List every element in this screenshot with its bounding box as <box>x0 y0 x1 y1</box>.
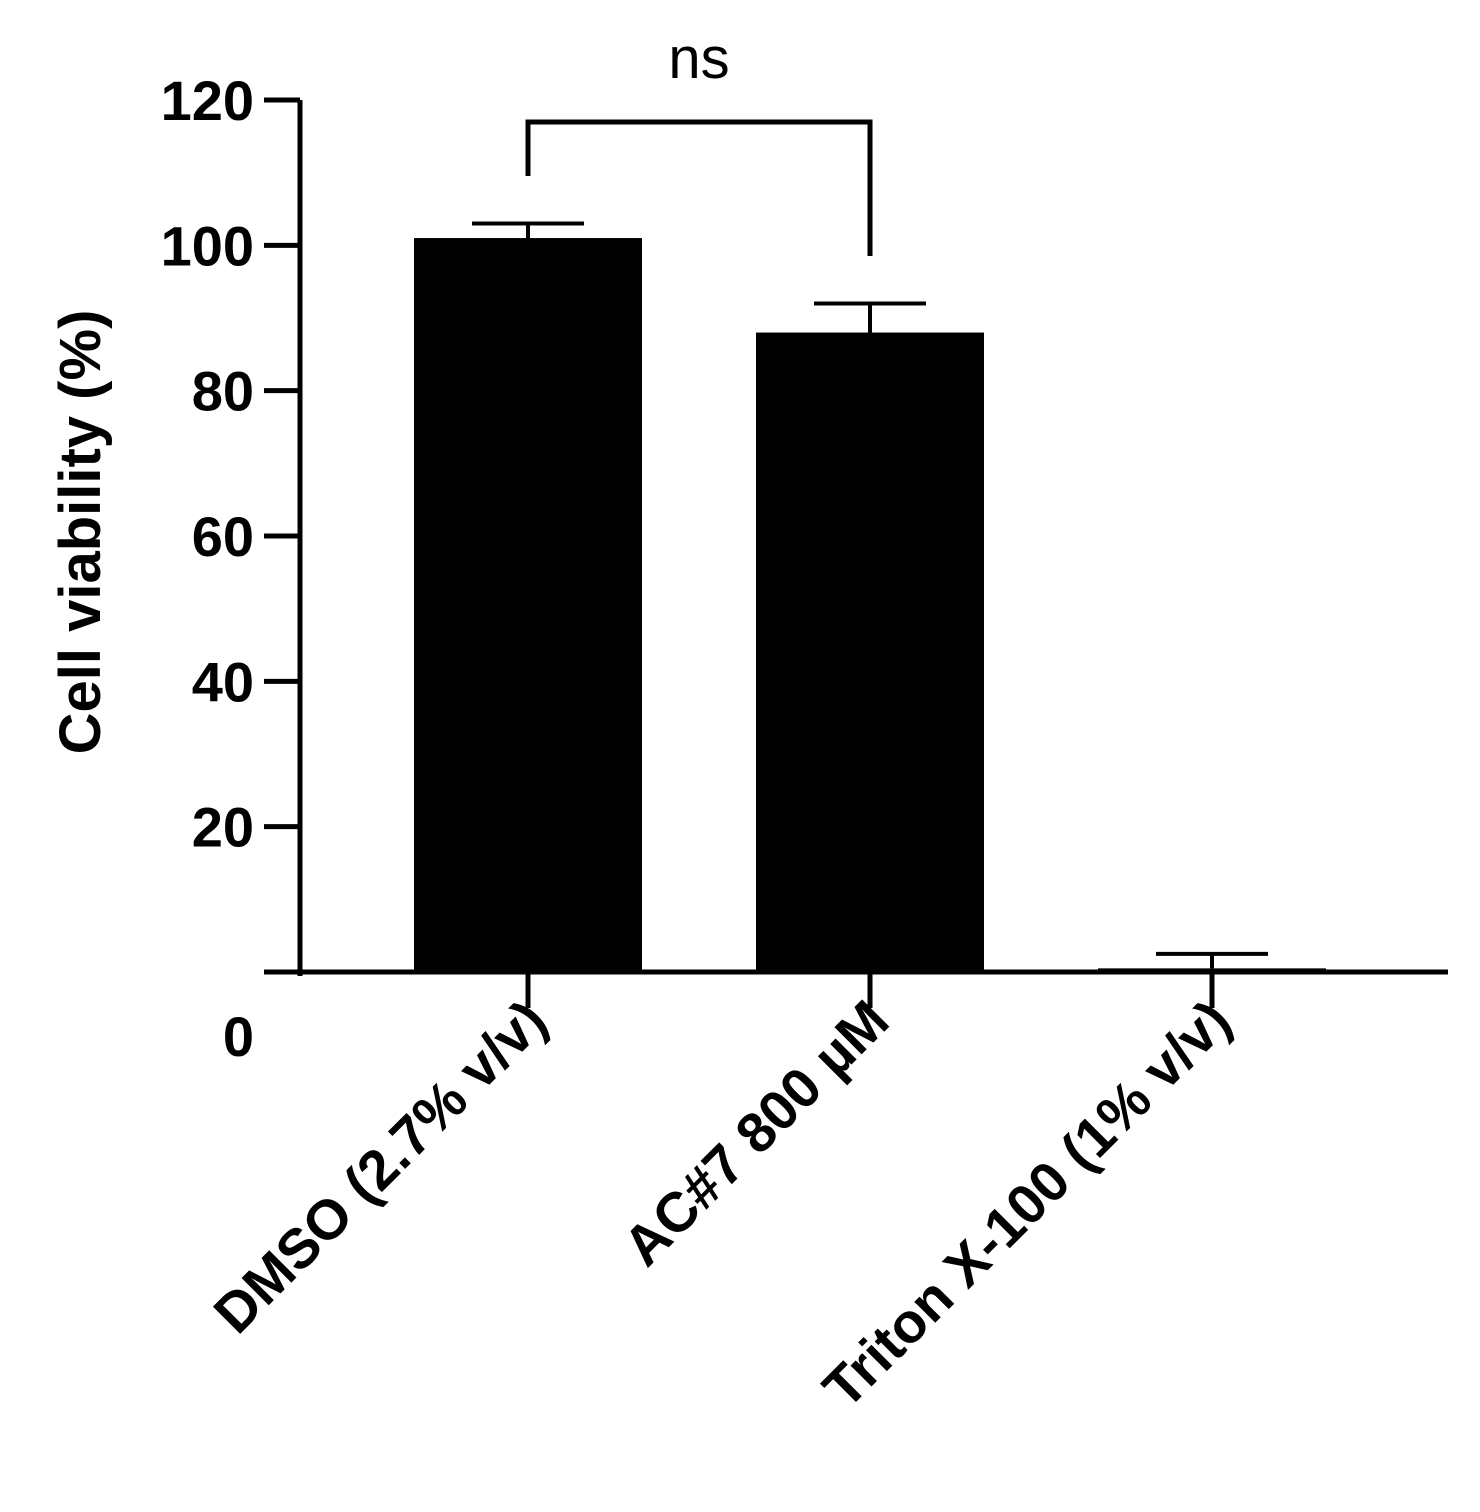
y-tick-label: 80 <box>192 360 254 423</box>
x-tick-label: AC#7 800 µM <box>611 988 901 1278</box>
annotations: ns <box>525 26 873 256</box>
y-tick-label: 0 <box>223 1005 254 1068</box>
significance-bracket <box>525 119 873 256</box>
y-tick-label: 120 <box>161 69 254 132</box>
y-axis: 0 20 40 60 80 100 120 <box>161 69 303 1068</box>
bar <box>414 238 642 973</box>
bar <box>756 332 984 972</box>
bars <box>414 238 1326 973</box>
x-tick-label: DMSO (2.7% v/v) <box>201 988 558 1345</box>
y-axis-label: Cell viability (%) <box>48 310 113 755</box>
bar <box>1098 968 1326 972</box>
y-tick-label: 40 <box>192 650 254 713</box>
y-tick-label: 100 <box>161 214 254 277</box>
error-bars <box>472 221 1268 969</box>
y-tick-label: 60 <box>192 505 254 568</box>
y-tick-label: 20 <box>192 796 254 859</box>
significance-label: ns <box>668 26 729 91</box>
